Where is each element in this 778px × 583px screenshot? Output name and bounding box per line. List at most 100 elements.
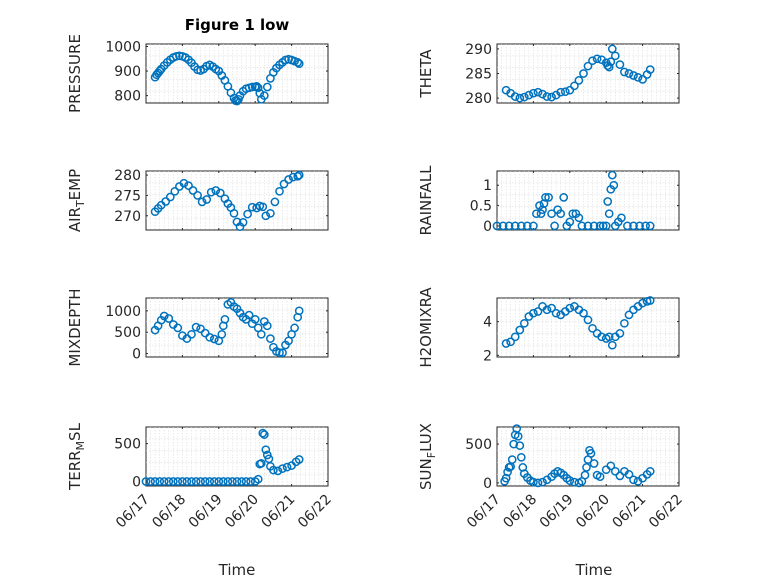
y-tick-label: 500	[114, 325, 141, 341]
data-point	[516, 221, 526, 231]
data-point	[159, 311, 169, 321]
y-tick-label: 0	[483, 476, 492, 492]
data-point	[217, 329, 227, 339]
data-point	[542, 305, 552, 315]
data-point	[524, 90, 534, 100]
data-point	[188, 186, 198, 195]
data-point	[583, 221, 593, 231]
data-point	[173, 477, 183, 486]
data-point	[273, 466, 283, 476]
data-point	[515, 325, 525, 335]
data-point	[583, 315, 593, 325]
data-point	[620, 318, 629, 328]
data-point	[588, 56, 597, 66]
data-point	[645, 296, 655, 305]
data-point	[606, 57, 616, 67]
data-point	[620, 67, 629, 77]
data-point	[560, 87, 570, 97]
x-tick-label: 06/19	[537, 492, 577, 532]
x-tick-label: 06/19	[186, 492, 226, 532]
data-point	[223, 477, 233, 486]
data-point	[498, 221, 508, 231]
data-point	[606, 461, 616, 471]
y-axis-label: TERRMSL	[66, 422, 87, 491]
data-point	[214, 477, 224, 486]
data-point	[266, 208, 275, 218]
data-point	[187, 477, 196, 486]
data-point	[512, 424, 522, 433]
data-point	[565, 303, 575, 313]
x-label-right: Time	[575, 561, 613, 579]
data-point	[146, 477, 155, 486]
data-point	[275, 186, 284, 196]
data-point	[269, 465, 278, 475]
data-point	[253, 83, 263, 93]
data-point	[262, 82, 272, 92]
data-point	[206, 187, 216, 197]
data-point	[586, 449, 596, 458]
data-point	[547, 92, 556, 102]
y-axis-label: MIXDEPTH	[66, 288, 84, 366]
data-point	[645, 65, 655, 74]
data-point	[262, 321, 272, 331]
data-point	[506, 337, 515, 347]
y-tick-label: 290	[465, 42, 492, 58]
data-point	[510, 92, 520, 101]
data-point	[232, 477, 242, 486]
data-point	[604, 332, 614, 342]
data-point	[215, 188, 225, 198]
data-point	[184, 181, 193, 190]
data-point	[577, 221, 587, 231]
data-point	[246, 477, 255, 486]
data-point	[504, 221, 514, 231]
data-point	[645, 466, 655, 476]
data-point	[547, 209, 556, 219]
data-point	[580, 470, 590, 480]
data-point	[209, 477, 219, 486]
subplot-mixdepth: 0 500 1000 MIXDEPTH	[66, 288, 329, 367]
data-point	[513, 431, 523, 441]
data-point	[509, 439, 519, 449]
data-point	[541, 193, 550, 202]
data-point	[171, 51, 181, 61]
y-tick-label: 500	[465, 437, 492, 453]
data-point	[205, 332, 215, 342]
data-point	[275, 348, 284, 358]
data-point	[638, 75, 647, 84]
data-point	[205, 477, 215, 486]
data-point	[615, 329, 625, 338]
data-point	[187, 329, 196, 339]
data-point	[211, 186, 221, 195]
y-tick-label: 280	[465, 91, 492, 107]
data-point	[161, 197, 171, 206]
x-tick-label: 06/22	[646, 492, 686, 532]
data-point	[253, 474, 263, 484]
data-point	[179, 178, 189, 188]
x-label-left: Time	[218, 561, 256, 579]
x-tick-label: 06/17	[464, 492, 504, 532]
y-tick-label: 0	[132, 347, 141, 363]
data-point	[290, 323, 299, 333]
y-tick-label: 800	[114, 89, 141, 105]
data-point	[607, 44, 617, 54]
subplot-theta: 280 285 290 THETA	[417, 42, 680, 107]
data-point	[165, 192, 175, 202]
data-point	[293, 58, 303, 67]
data-point	[568, 209, 578, 219]
data-point	[294, 170, 304, 180]
y-axis-label: SUNFLUX	[417, 423, 438, 490]
data-point	[282, 462, 292, 472]
data-point	[607, 340, 617, 350]
data-point	[284, 175, 293, 184]
data-point	[629, 475, 638, 485]
y-axis-label: PRESSURE	[66, 34, 84, 113]
data-point	[515, 441, 525, 450]
data-point	[565, 85, 575, 95]
data-point	[592, 54, 602, 64]
data-point	[604, 209, 614, 219]
data-point	[624, 310, 634, 320]
y-tick-label: 1000	[105, 39, 141, 55]
data-point	[598, 221, 608, 231]
data-point	[529, 221, 538, 231]
y-tick-label: 2	[483, 348, 492, 364]
